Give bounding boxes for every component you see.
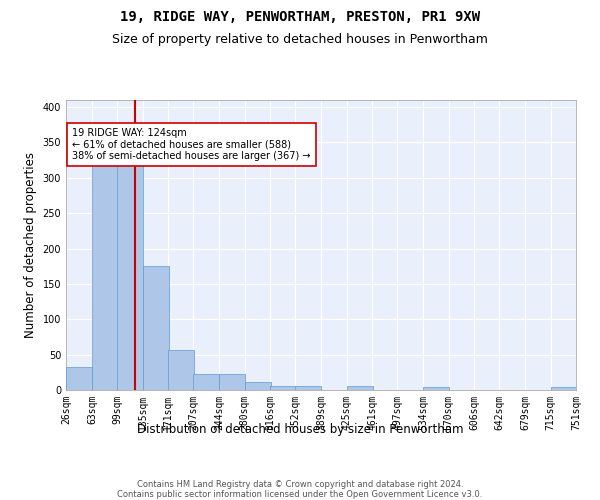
Bar — [143, 266, 169, 390]
Bar — [92, 162, 118, 390]
Bar — [424, 387, 449, 390]
Bar — [551, 387, 577, 390]
Text: 19, RIDGE WAY, PENWORTHAM, PRESTON, PR1 9XW: 19, RIDGE WAY, PENWORTHAM, PRESTON, PR1 … — [120, 10, 480, 24]
Bar — [270, 386, 296, 390]
Bar — [118, 153, 143, 390]
Bar — [220, 374, 245, 390]
Bar — [66, 366, 92, 390]
Y-axis label: Number of detached properties: Number of detached properties — [24, 152, 37, 338]
Text: Contains HM Land Registry data © Crown copyright and database right 2024.: Contains HM Land Registry data © Crown c… — [137, 480, 463, 489]
Text: 19 RIDGE WAY: 124sqm
← 61% of detached houses are smaller (588)
38% of semi-deta: 19 RIDGE WAY: 124sqm ← 61% of detached h… — [73, 128, 311, 162]
Bar — [347, 386, 373, 390]
Bar — [245, 382, 271, 390]
Bar — [168, 350, 194, 390]
Text: Contains public sector information licensed under the Open Government Licence v3: Contains public sector information licen… — [118, 490, 482, 499]
Text: Size of property relative to detached houses in Penwortham: Size of property relative to detached ho… — [112, 32, 488, 46]
Bar — [193, 374, 220, 390]
Bar — [295, 386, 322, 390]
Text: Distribution of detached houses by size in Penwortham: Distribution of detached houses by size … — [137, 422, 463, 436]
